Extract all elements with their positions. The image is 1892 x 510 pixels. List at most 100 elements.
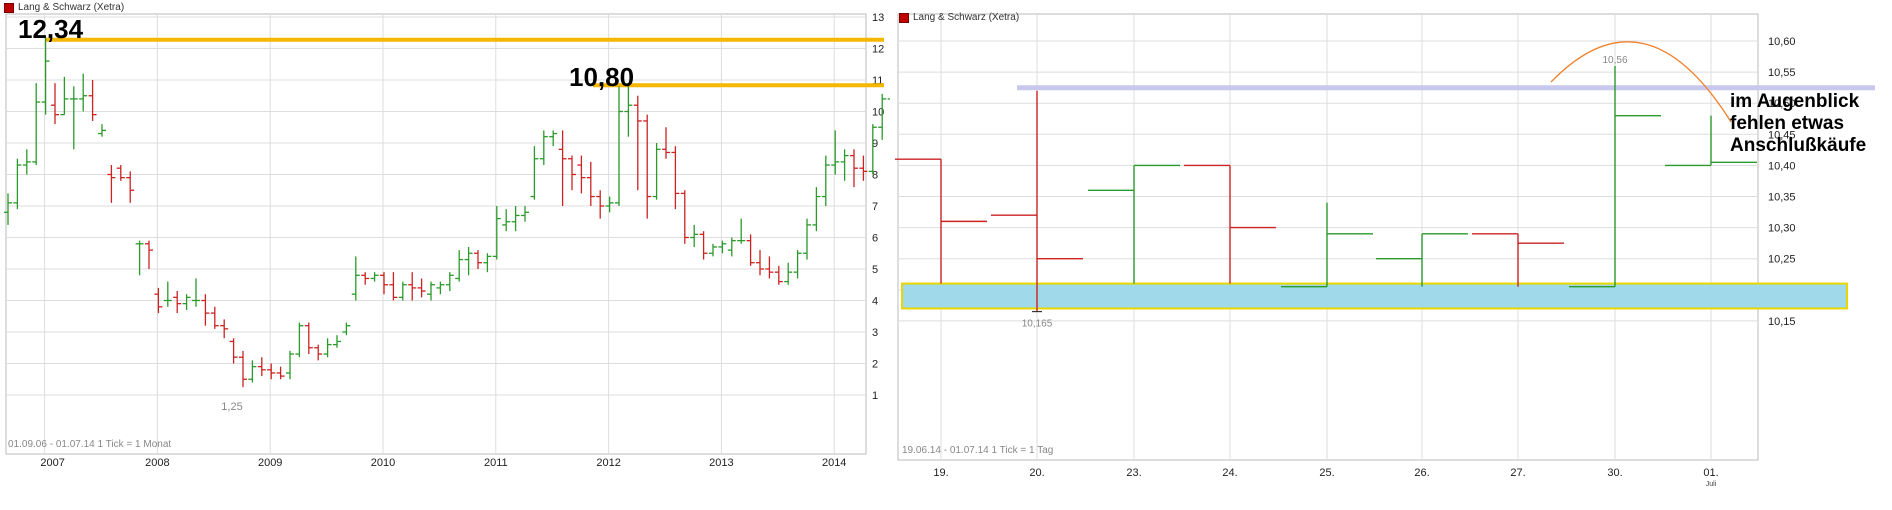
x-tick-label: 2013 <box>709 457 733 469</box>
ohlc-bar <box>878 93 887 140</box>
ohlc-bar <box>765 256 774 279</box>
y-tick-label: 10 <box>872 107 884 119</box>
ohlc-bar <box>746 234 755 266</box>
x-tick-label: 2008 <box>145 457 169 469</box>
y-tick-label: 3 <box>872 327 878 339</box>
short-term-chart-canvas: 10,1510,2010,2510,3010,3510,4010,4510,50… <box>895 13 1875 488</box>
ohlc-bar <box>756 250 764 276</box>
ohlc-bar <box>445 272 454 292</box>
y-tick-label: 5 <box>872 264 878 276</box>
ohlc-bar <box>868 124 877 175</box>
long-term-chart: 1 2 3 4 5 6 7 8 9 10 11 12 13 2007 2008 2009 2010 2011 201… <box>0 0 890 510</box>
ohlc-bar <box>286 350 294 380</box>
x-tick-label: 2014 <box>822 457 846 469</box>
ohlc-bar <box>464 246 473 276</box>
plot-area <box>5 13 867 455</box>
ohlc-bar <box>69 86 78 150</box>
ohlc-bar <box>511 206 520 232</box>
ohlc-bar <box>784 262 793 285</box>
ohlc-bar <box>455 250 464 282</box>
ohlc-bar <box>709 243 717 257</box>
ohlc-bar <box>98 124 106 137</box>
ohlc-bar <box>182 294 191 310</box>
ohlc-bar <box>304 322 313 355</box>
ohlc-bar <box>690 224 699 247</box>
ohlc-bar <box>624 86 633 137</box>
ohlc-bar <box>173 291 182 314</box>
ohlc-bar <box>859 155 868 181</box>
x-tick-label: 26. <box>1414 467 1429 479</box>
ohlc-bar <box>615 86 623 206</box>
ohlc-bar <box>145 240 153 269</box>
ohlc-bar <box>32 83 41 166</box>
ohlc-bar <box>577 155 586 194</box>
x-tick-label: 2011 <box>484 457 508 469</box>
ohlc-bar <box>192 278 200 307</box>
ohlc-bar <box>257 357 266 377</box>
ohlc-bar <box>51 83 59 125</box>
y-tick-label: 7 <box>872 201 878 213</box>
ohlc-bar <box>840 149 849 181</box>
ohlc-bar <box>774 265 783 285</box>
period-label: 19.06.14 - 01.07.14 1 Tick = 1 Tag <box>902 445 1053 456</box>
ohlc-bar <box>220 319 229 339</box>
ohlc-bar <box>895 158 987 284</box>
high-annotation: 10,56 <box>1602 55 1627 66</box>
ohlc-bar <box>699 231 708 260</box>
ohlc-bar <box>417 278 426 298</box>
ohlc-bar <box>380 272 388 295</box>
arc-annotation <box>1550 41 1732 123</box>
short-term-instrument-label: Lang & Schwarz (Xetra) <box>913 12 1020 23</box>
x-tick-label: 2010 <box>371 457 395 469</box>
comment-line: fehlen etwas <box>1730 113 1844 134</box>
comment-line: im Augenblick <box>1730 91 1860 112</box>
y-tick-label: 10,15 <box>1768 316 1796 328</box>
ohlc-bar <box>680 190 689 244</box>
ohlc-bar <box>530 146 539 200</box>
ohlc-bar <box>1088 164 1180 284</box>
y-tick-label: 6 <box>872 233 878 245</box>
ohlc-bar <box>295 322 304 358</box>
x-tick-label: 25. <box>1319 467 1334 479</box>
ohlc-bar <box>163 281 172 307</box>
y-tick-label: 10,60 <box>1768 36 1796 48</box>
long-term-instrument-label: Lang & Schwarz (Xetra) <box>18 2 125 13</box>
ohlc-bar <box>652 143 661 200</box>
comment-line: Anschlußkäufe <box>1730 135 1866 156</box>
ohlc-bar <box>812 187 821 232</box>
ohlc-bar <box>492 206 501 260</box>
y-tick-label: 10,50 <box>1768 98 1796 110</box>
ohlc-bar <box>436 281 445 295</box>
ohlc-bar <box>850 149 858 188</box>
ohlc-bar <box>633 95 642 191</box>
ohlc-bar <box>13 158 22 210</box>
ohlc-bar <box>727 237 736 257</box>
ohlc-bar <box>737 218 746 244</box>
ohlc-bar <box>596 190 605 219</box>
ohlc-bar <box>549 130 558 147</box>
period-label: 01.09.06 - 01.07.14 1 Tick = 1 Monat <box>8 439 171 450</box>
ohlc-bar <box>314 344 323 361</box>
ohlc-bar <box>41 37 50 115</box>
low-annotation: 1,25 <box>221 401 242 413</box>
ohlc-bar <box>586 161 595 206</box>
long-term-chart-header: Lang & Schwarz (Xetra) <box>4 2 124 13</box>
ohlc-bar <box>521 206 529 222</box>
x-tick-label: 27. <box>1510 467 1525 479</box>
y-tick-label: 9 <box>872 138 878 150</box>
support-band <box>901 282 1848 310</box>
ohlc-bar <box>1376 233 1468 287</box>
ohlc-bar <box>662 127 670 159</box>
ohlc-bar <box>276 366 285 380</box>
y-tick-label: 10,40 <box>1768 160 1796 172</box>
ohlc-bar <box>991 90 1083 312</box>
ohlc-bar <box>821 155 830 206</box>
ohlc-bar <box>361 272 370 285</box>
x-tick-label: 23. <box>1126 467 1141 479</box>
ohlc-bar <box>154 287 163 314</box>
ohlc-bar <box>1472 233 1564 287</box>
x-tick-label: 24. <box>1222 467 1237 479</box>
y-tick-label: 10,25 <box>1768 254 1796 266</box>
y-tick-label: 4 <box>872 296 878 308</box>
ohlc-bar <box>1281 202 1373 288</box>
